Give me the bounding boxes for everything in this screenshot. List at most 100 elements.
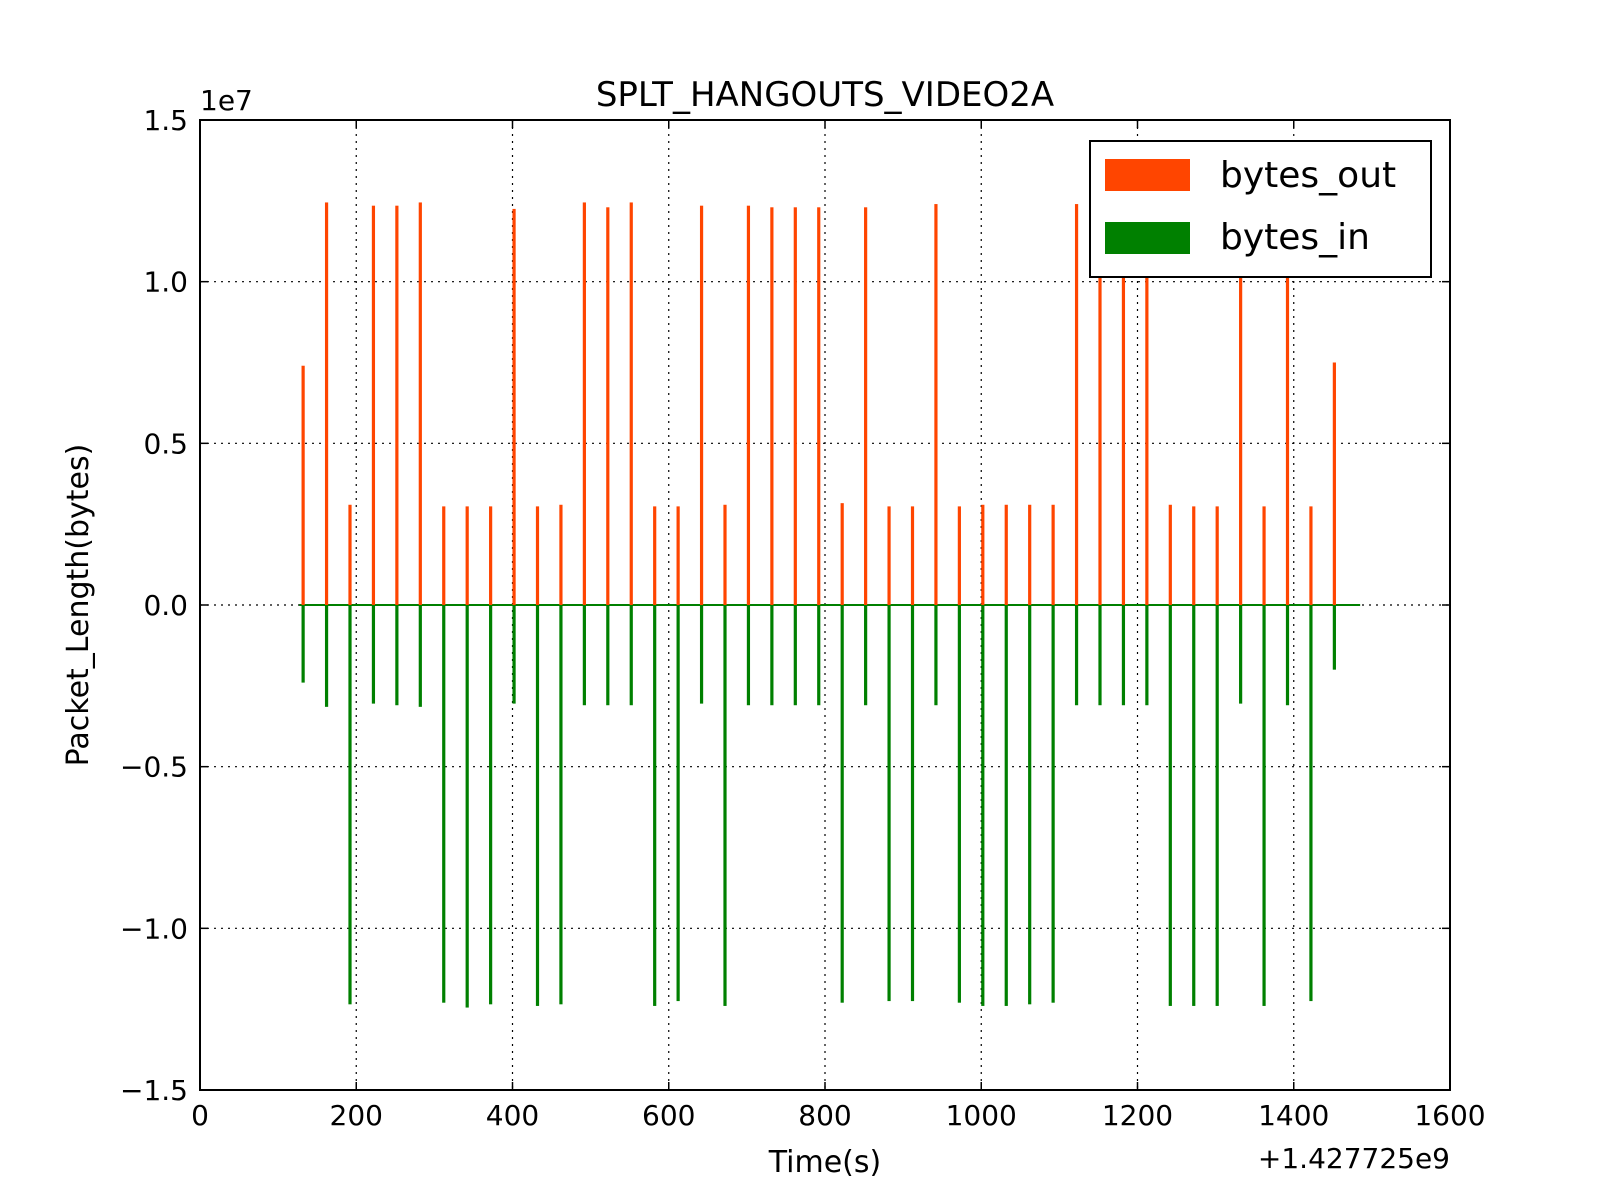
bytes-out-bar	[840, 503, 844, 605]
legend-label-bytes-in: bytes_in	[1220, 217, 1370, 258]
x-tick-label: 1000	[946, 1099, 1017, 1132]
bytes-out-bar	[770, 207, 774, 606]
bytes-in-bar	[629, 605, 633, 706]
bytes-out-bar	[1051, 504, 1055, 605]
bytes-out-bar	[512, 208, 516, 605]
bytes-in-bar	[653, 605, 657, 1006]
bytes-out-bar	[418, 202, 422, 605]
y-scale-label: 1e7	[200, 84, 253, 117]
bytes-out-bar	[676, 506, 680, 605]
y-tick-label: −0.5	[120, 751, 188, 784]
bytes-out-bar	[981, 504, 985, 605]
bytes-out-bar	[1121, 217, 1126, 605]
x-tick-label: 1400	[1258, 1099, 1329, 1132]
bytes-out-bar	[1215, 506, 1219, 605]
x-tick-label: 1600	[1414, 1099, 1485, 1132]
bytes-in-bar	[324, 605, 329, 707]
bytes-out-bar	[793, 207, 797, 606]
x-tick-label: 200	[330, 1099, 383, 1132]
bytes-in-bar	[606, 605, 610, 706]
bytes-out-bar	[957, 506, 961, 605]
bytes-in-bar	[1098, 605, 1102, 706]
bytes-out-bar	[934, 204, 938, 606]
bytes-in-bar	[582, 605, 586, 706]
legend-label-bytes-out: bytes_out	[1220, 155, 1396, 196]
x-axis-label: Time(s)	[768, 1145, 881, 1180]
bytes-out-bar	[606, 207, 610, 606]
x-tick-label: 1200	[1102, 1099, 1173, 1132]
bytes-out-bar	[535, 506, 540, 605]
legend-swatch-bytes-in	[1105, 222, 1190, 254]
bytes-in-bar	[793, 605, 797, 706]
bytes-in-bar	[301, 605, 305, 683]
bytes-out-bar	[582, 202, 586, 605]
x-tick-label: 600	[642, 1099, 695, 1132]
y-axis-label: Packet_Length(bytes)	[61, 444, 96, 767]
bytes-in-bar	[676, 605, 680, 1002]
legend-swatch-bytes-out	[1105, 159, 1190, 191]
bytes-out-bar	[864, 207, 868, 606]
bytes-out-bar	[746, 205, 751, 605]
bytes-in-bar	[442, 605, 446, 1003]
bytes-out-bar	[723, 504, 727, 605]
bytes-in-bar	[746, 605, 751, 706]
bytes-in-bar	[1051, 605, 1055, 1003]
bytes-in-bar	[535, 605, 540, 1006]
bytes-out-bar	[910, 506, 915, 605]
bytes-out-bar	[324, 202, 329, 605]
bytes-out-bar	[699, 205, 704, 605]
bytes-out-bar	[1028, 504, 1032, 605]
bytes-in-bar	[887, 605, 891, 1002]
bytes-in-bar	[418, 605, 422, 707]
bytes-in-bar	[840, 605, 844, 1003]
x-offset-label: +1.427725e9	[1258, 1142, 1450, 1175]
bytes-in-bar	[1028, 605, 1032, 1005]
bytes-out-bar	[465, 506, 469, 605]
bytes-out-bar	[395, 205, 399, 605]
plot-frame	[199, 119, 1451, 1091]
bytes-in-bar	[1004, 605, 1008, 1006]
bytes-out-bar	[653, 506, 657, 605]
bytes-in-bar	[770, 605, 774, 706]
bytes-out-bar	[1168, 504, 1172, 605]
bytes-in-bar	[981, 605, 985, 1006]
x-tick-label: 400	[486, 1099, 539, 1132]
bytes-out-bar	[1192, 506, 1196, 605]
y-tick-label: 0.5	[143, 427, 188, 460]
bytes-in-bar	[957, 605, 961, 1003]
bytes-out-bar	[489, 506, 493, 605]
bytes-in-bar	[465, 605, 469, 1008]
ticks-layer: 0 200 400 600 800 1000 1200 1400 1600 1.5 1.0 0.5 0.…	[120, 104, 1486, 1132]
bytes-in-bar	[910, 605, 915, 1002]
bytes-in-bar	[817, 605, 821, 706]
bytes-in-bar	[1192, 605, 1196, 1006]
bytes-in-bar	[1215, 605, 1219, 1006]
bytes-in-bar	[489, 605, 493, 1005]
x-tick-label: 800	[798, 1099, 851, 1132]
bytes-in-bar	[1332, 605, 1336, 670]
bytes-in-bar	[395, 605, 399, 706]
bytes-in-bar	[371, 605, 376, 704]
bytes-out-bar	[1239, 217, 1243, 605]
y-tick-label: 1.5	[143, 104, 188, 137]
y-tick-label: −1.0	[120, 912, 188, 945]
bytes-out-bar	[371, 205, 376, 605]
bytes-out-bar	[1004, 504, 1008, 605]
bytes-in-bar	[348, 605, 352, 1005]
bytes-out-bar	[1309, 506, 1313, 605]
bytes-in-bar	[1262, 605, 1266, 1006]
bytes-out-bar	[887, 506, 891, 605]
legend: bytes_out bytes_in	[1089, 140, 1432, 278]
bytes-in-bar	[1239, 605, 1243, 704]
bytes-out-bar	[442, 506, 446, 605]
bytes-out-bar	[1332, 362, 1336, 605]
bytes-out-bar	[629, 202, 633, 605]
bytes-in-bar	[723, 605, 727, 1006]
bytes-in-bar	[934, 605, 938, 706]
bytes-out-bar	[559, 504, 563, 605]
x-tick-label: 0	[191, 1099, 209, 1132]
bytes-in-bar	[512, 605, 516, 704]
y-tick-label: 0.0	[143, 589, 188, 622]
y-tick-label: −1.5	[120, 1074, 188, 1107]
